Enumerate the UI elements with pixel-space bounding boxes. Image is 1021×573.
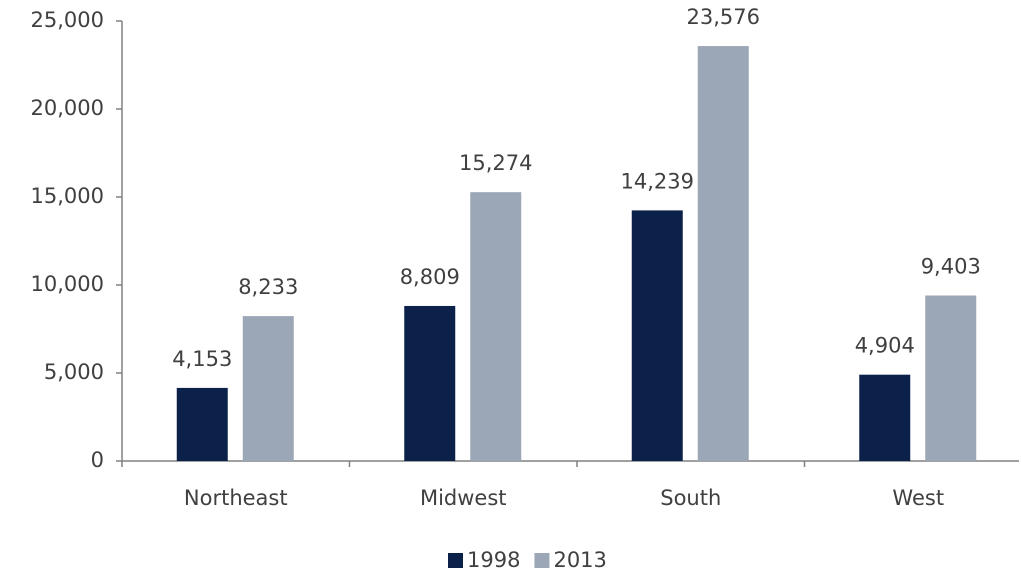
data-label: 23,576 bbox=[687, 5, 760, 29]
data-label: 8,809 bbox=[400, 265, 460, 289]
y-tick-label: 5,000 bbox=[44, 360, 104, 384]
bar bbox=[631, 210, 683, 461]
bar bbox=[404, 305, 456, 461]
data-label: 9,403 bbox=[921, 255, 981, 279]
legend-swatch bbox=[534, 553, 550, 568]
x-tick-label: South bbox=[660, 486, 721, 510]
bar bbox=[925, 295, 977, 461]
y-tick-label: 15,000 bbox=[31, 184, 104, 208]
bar bbox=[470, 192, 522, 461]
data-label: 15,274 bbox=[459, 151, 532, 175]
bar bbox=[176, 387, 228, 461]
x-tick-label: Northeast bbox=[184, 486, 288, 510]
x-tick-label: Midwest bbox=[420, 486, 507, 510]
bar bbox=[242, 316, 294, 461]
y-tick-label: 20,000 bbox=[31, 96, 104, 120]
y-tick-label: 25,000 bbox=[31, 8, 104, 32]
data-label: 8,233 bbox=[238, 275, 298, 299]
data-label: 14,239 bbox=[621, 169, 694, 193]
bar bbox=[859, 374, 911, 461]
data-label: 4,153 bbox=[172, 347, 232, 371]
legend-label: 1998 bbox=[467, 548, 520, 572]
y-tick-label: 0 bbox=[91, 448, 104, 472]
legend-label: 2013 bbox=[553, 548, 606, 572]
y-tick-label: 10,000 bbox=[31, 272, 104, 296]
bar bbox=[697, 46, 749, 461]
data-label: 4,904 bbox=[855, 334, 915, 358]
x-tick-label: West bbox=[892, 486, 944, 510]
legend-swatch bbox=[448, 553, 463, 568]
